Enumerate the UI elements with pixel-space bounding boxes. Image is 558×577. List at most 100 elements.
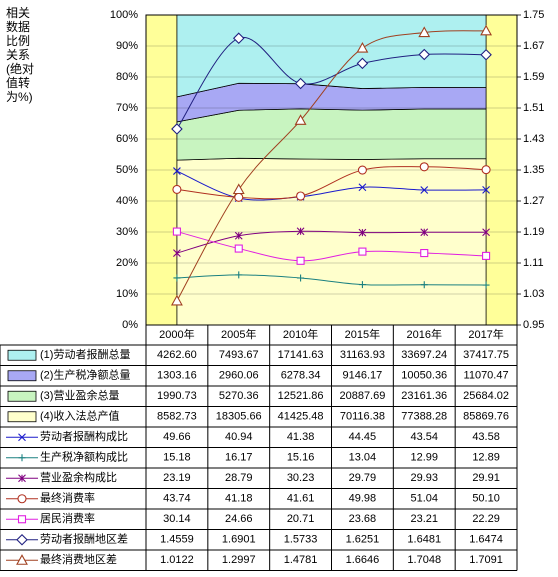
table-cell: 1.6251	[346, 534, 380, 546]
marker	[18, 433, 26, 442]
table-cell: 37417.75	[463, 349, 509, 361]
table-cell: 77388.28	[401, 411, 447, 423]
table-cell: 2960.06	[219, 370, 259, 382]
marker	[235, 271, 243, 279]
marker	[172, 184, 182, 194]
marker	[420, 186, 429, 194]
marker	[297, 274, 305, 282]
y-tick-label: 20%	[116, 257, 138, 269]
table-cell: 15.16	[287, 452, 315, 464]
table-cell: 29.79	[349, 472, 377, 484]
table-cell: 44.45	[349, 431, 377, 443]
table-cell: 1.7048	[407, 554, 441, 566]
marker	[296, 191, 306, 201]
table-cell: 15.18	[163, 452, 191, 464]
table-cell: 1.7091	[469, 554, 503, 566]
marker	[482, 228, 490, 237]
marker	[356, 41, 369, 53]
marker	[357, 165, 367, 175]
table-header: 2000年	[159, 327, 194, 341]
legend-label: 生产税净额构成比	[40, 450, 128, 464]
marker	[173, 274, 181, 282]
table-cell: 29.93	[410, 472, 438, 484]
table-cell: 18305.66	[216, 411, 262, 423]
marker	[358, 247, 367, 256]
table-cell: 1.4559	[160, 534, 194, 546]
marker	[420, 281, 428, 289]
legend-key	[7, 411, 37, 423]
marker	[16, 554, 28, 565]
table-cell: 8582.73	[157, 411, 197, 423]
legend-label: (4)收入法总产值	[40, 409, 119, 423]
table-cell: 30.14	[163, 513, 191, 525]
marker	[480, 24, 493, 36]
marker	[418, 48, 431, 61]
table-cell: 41.61	[287, 493, 315, 505]
table-cell: 1.6481	[407, 534, 441, 546]
marker	[18, 454, 26, 462]
y-tick-label: 30%	[116, 226, 138, 238]
table-cell: 1.6646	[346, 554, 380, 566]
line	[176, 274, 487, 286]
marker	[420, 248, 429, 258]
marker	[294, 77, 307, 90]
table-cell: 43.74	[163, 493, 191, 505]
table-header: 2005年	[221, 327, 256, 341]
marker	[356, 57, 369, 70]
y2-tick-label: 1.27	[523, 195, 544, 207]
legend-label: 劳动者报酬构成比	[40, 429, 128, 443]
table-cell: 22.29	[472, 513, 500, 525]
area	[176, 14, 487, 98]
area	[176, 108, 487, 161]
y-tick-label: 90%	[116, 40, 138, 52]
legend-label: 最终消费率	[40, 491, 95, 505]
marker	[482, 186, 490, 194]
table-cell: 23.19	[163, 472, 191, 484]
table-cell: 1990.73	[157, 390, 197, 402]
table-cell: 16.17	[225, 452, 253, 464]
y2-tick-label: 1.19	[523, 226, 544, 238]
legend-label: (3)营业盈余总量	[40, 388, 119, 402]
table-cell: 1.5733	[284, 534, 318, 546]
legend-key	[7, 349, 37, 361]
table-cell: 49.98	[349, 493, 377, 505]
marker	[419, 162, 429, 172]
table-cell: 4262.60	[157, 349, 197, 361]
table-cell: 12521.86	[278, 390, 324, 402]
table-cell: 1.6474	[469, 534, 503, 546]
table-cell: 31163.93	[340, 349, 385, 361]
y2-tick-label: 1.51	[523, 102, 544, 114]
table-cell: 40.94	[225, 431, 253, 443]
table-cell: 1.4781	[284, 554, 318, 566]
table-cell: 70116.38	[340, 411, 385, 423]
table-cell: 1.0122	[160, 554, 194, 566]
marker	[17, 515, 27, 524]
marker	[482, 281, 490, 289]
table-cell: 33697.24	[401, 349, 447, 361]
table-cell: 41425.48	[278, 411, 324, 423]
y-tick-label: 10%	[116, 288, 138, 300]
table-cell: 25684.02	[463, 390, 509, 402]
legend-label: 居民消费率	[40, 511, 95, 525]
table-cell: 41.38	[287, 431, 315, 443]
marker	[173, 249, 181, 257]
y-tick-label: 80%	[116, 71, 138, 83]
marker	[418, 26, 431, 38]
legend-key	[7, 390, 37, 402]
table-cell: 51.04	[410, 493, 438, 505]
y2-tick-label: 1.11	[523, 257, 544, 269]
table-cell: 43.58	[472, 431, 500, 443]
table-cell: 23161.36	[401, 390, 447, 402]
table-cell: 30.23	[287, 472, 315, 484]
y-tick-label: 50%	[116, 164, 138, 176]
marker	[16, 533, 28, 546]
table-cell: 9146.17	[343, 370, 383, 382]
y2-tick-label: 1.67	[523, 40, 544, 52]
legend-key	[7, 370, 37, 382]
table-cell: 41.18	[225, 493, 253, 505]
table-header: 2016年	[407, 327, 442, 341]
line	[176, 231, 487, 262]
table-cell: 28.79	[225, 472, 253, 484]
